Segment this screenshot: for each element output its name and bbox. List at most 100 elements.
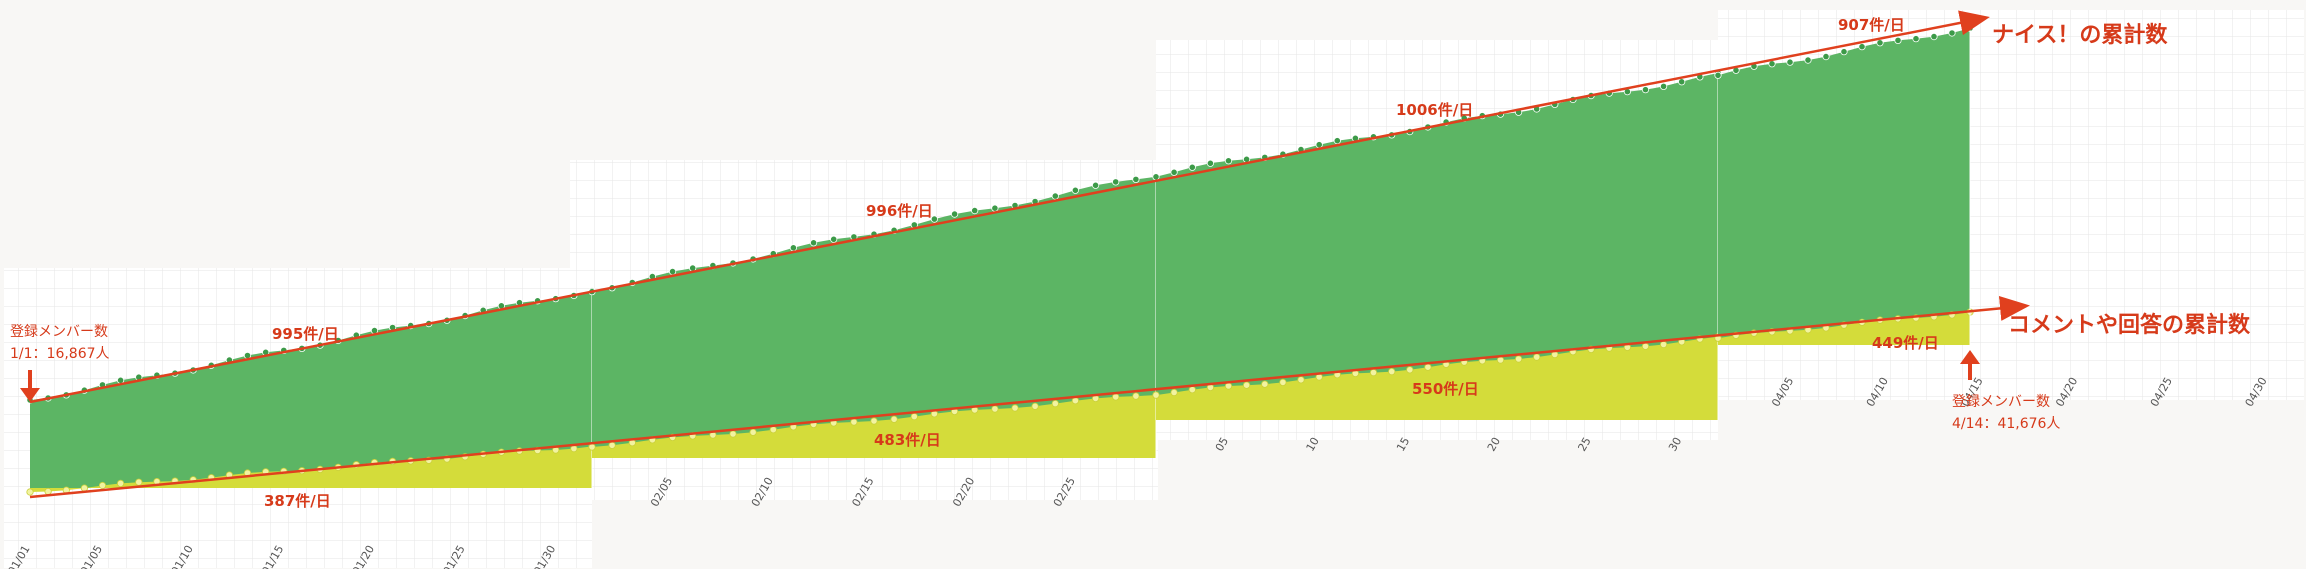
x-tick-label: 05 bbox=[1213, 435, 1231, 454]
x-tick-label: 20 bbox=[1485, 435, 1503, 454]
comments-point bbox=[769, 426, 777, 434]
comments-point bbox=[1112, 393, 1120, 401]
comments-point bbox=[1132, 392, 1140, 400]
likes-point bbox=[1641, 86, 1650, 94]
likes-trend-arrow bbox=[29, 10, 1990, 404]
comments-trend-arrow bbox=[29, 295, 2030, 499]
likes-point bbox=[1660, 82, 1668, 91]
likes-point bbox=[668, 267, 677, 276]
comments-point bbox=[44, 487, 52, 496]
likes-point bbox=[1188, 163, 1196, 171]
comments-point bbox=[910, 412, 918, 421]
likes-point bbox=[930, 215, 939, 223]
likes-rate-jan: 995件/日 bbox=[272, 325, 339, 343]
members-end-arrow-head bbox=[1960, 350, 1980, 364]
comments-point bbox=[1388, 367, 1396, 376]
likes-point bbox=[950, 210, 959, 218]
likes-point bbox=[809, 239, 818, 247]
comments-point bbox=[1071, 397, 1080, 405]
likes-point bbox=[1930, 32, 1938, 41]
likes-point bbox=[971, 207, 979, 215]
comments-point bbox=[1261, 380, 1269, 388]
likes-area-03 bbox=[1156, 73, 1718, 420]
x-tick-label: 15 bbox=[1394, 435, 1412, 454]
likes-point bbox=[1876, 39, 1884, 47]
x-tick-label: 25 bbox=[1575, 435, 1593, 454]
comments-point bbox=[608, 441, 616, 449]
comments-area-01 bbox=[30, 446, 592, 492]
likes-point bbox=[1071, 186, 1080, 194]
comments-point bbox=[850, 418, 858, 426]
members-start-value: 1/1：16,867人 bbox=[10, 346, 110, 362]
comments-point bbox=[117, 479, 125, 487]
likes-point bbox=[1948, 29, 1956, 37]
likes-point bbox=[1333, 137, 1341, 145]
likes-point bbox=[1768, 60, 1776, 68]
comments-point bbox=[1533, 353, 1541, 361]
panel-grid-future bbox=[1970, 10, 2286, 400]
comments-rate-apr: 449件/日 bbox=[1872, 334, 1939, 352]
comments-point bbox=[991, 405, 999, 413]
likes-point bbox=[1170, 168, 1178, 176]
comments-rate-feb: 483件/日 bbox=[874, 431, 941, 449]
likes-point bbox=[1858, 43, 1866, 51]
likes-point bbox=[1786, 58, 1794, 66]
comments-point bbox=[1051, 399, 1059, 408]
likes-point bbox=[1678, 78, 1686, 86]
likes-point bbox=[1840, 48, 1848, 56]
likes-point bbox=[789, 244, 798, 252]
comments-point bbox=[135, 478, 143, 486]
comments-point bbox=[1406, 366, 1414, 374]
likes-point bbox=[1092, 181, 1100, 189]
comments-point bbox=[1369, 368, 1378, 377]
likes-point bbox=[1224, 157, 1233, 165]
comments-point bbox=[1188, 386, 1196, 394]
likes-point bbox=[1804, 56, 1812, 64]
likes-point bbox=[991, 204, 999, 212]
likes-point bbox=[1132, 175, 1140, 183]
members-start-title: 登録メンバー数 bbox=[10, 324, 108, 340]
likes-point bbox=[1051, 192, 1059, 200]
x-tick-label: 10 bbox=[1304, 435, 1322, 454]
likes-point bbox=[1894, 36, 1902, 45]
likes-area-04 bbox=[1718, 28, 1970, 345]
comments-point bbox=[26, 488, 34, 496]
likes-point bbox=[1152, 173, 1160, 181]
comments-point bbox=[729, 430, 737, 438]
comments-point bbox=[870, 417, 878, 425]
likes-point bbox=[1315, 141, 1323, 149]
comments-point bbox=[1011, 404, 1019, 412]
likes-rate-mar: 1006件/日 bbox=[1396, 101, 1473, 119]
comments-area-03 bbox=[1156, 336, 1718, 420]
likes-point bbox=[1206, 159, 1215, 167]
comments-point bbox=[1424, 363, 1432, 371]
likes-series-label: ナイス！の累計数 bbox=[1992, 22, 2168, 48]
x-tick-label: 30 bbox=[1666, 435, 1684, 454]
likes-point bbox=[1714, 71, 1722, 79]
comments-point bbox=[1224, 382, 1233, 390]
likes-area-01 bbox=[30, 290, 592, 488]
members-end-value: 4/14：41,676人 bbox=[1952, 416, 2060, 432]
likes-point bbox=[1112, 178, 1120, 186]
likes-point bbox=[1822, 52, 1830, 61]
likes-rate-feb: 996件/日 bbox=[866, 202, 933, 220]
comments-point bbox=[1660, 340, 1668, 349]
comments-series-label: コメントや回答の累計数 bbox=[2008, 312, 2251, 338]
trend-arrows bbox=[20, 10, 2030, 499]
comments-point bbox=[1297, 376, 1305, 384]
comments-point bbox=[1170, 388, 1178, 397]
comments-point bbox=[890, 415, 898, 423]
comments-point bbox=[588, 443, 596, 451]
comments-point bbox=[1152, 391, 1160, 399]
comments-point bbox=[1515, 355, 1523, 363]
comments-point bbox=[98, 481, 107, 490]
comments-point bbox=[1031, 402, 1039, 410]
comments-rate-jan: 387件/日 bbox=[264, 492, 331, 510]
likes-point bbox=[830, 235, 838, 243]
chart-panels: 01/01 01/05 01/10 01/15 01/20 01/25 01/3002/05… bbox=[4, 10, 2304, 569]
comments-point bbox=[1279, 378, 1287, 386]
comments-rate-mar: 550件/日 bbox=[1412, 380, 1479, 398]
comments-point bbox=[1243, 381, 1251, 389]
likes-area-02 bbox=[592, 176, 1156, 459]
